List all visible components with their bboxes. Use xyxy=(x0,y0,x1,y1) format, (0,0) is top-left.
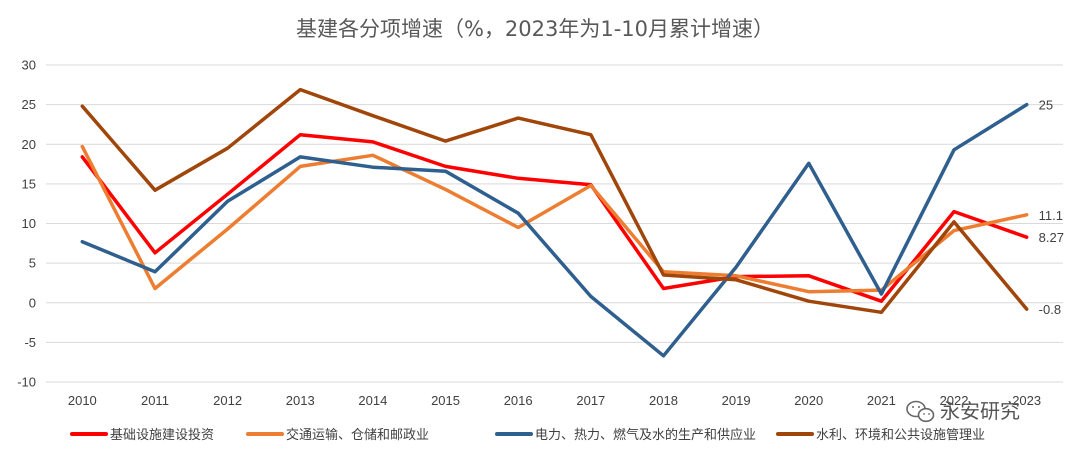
series-line-1 xyxy=(80,132,1029,303)
legend-entry: 水利、环境和公共设施管理业 xyxy=(816,428,985,443)
x-tick-label: 2017 xyxy=(576,393,605,408)
legend-entry: 电力、热力、燃气及水的生产和供应业 xyxy=(535,427,756,443)
watermark-text: 永安研究 xyxy=(940,399,1020,423)
y-tick-label: 20 xyxy=(22,137,36,152)
y-tick-label: -5 xyxy=(24,335,36,350)
y-tick-label: 10 xyxy=(22,216,36,231)
end-labels: 8.27 11.1 25 -0.8 xyxy=(1039,98,1064,317)
y-tick-label: 15 xyxy=(22,176,36,191)
series-lines xyxy=(80,87,1029,358)
x-tick-label: 2010 xyxy=(68,393,97,408)
legend-entry: 基础设施建设投资 xyxy=(110,427,214,443)
x-tick-label: 2014 xyxy=(358,393,387,408)
y-tick-label: -10 xyxy=(17,375,36,390)
series-line-2 xyxy=(80,144,1029,294)
x-axis-ticks: 2010 2011 2012 2013 2014 2015 2016 2017 2018 2019… xyxy=(68,393,1041,408)
x-tick-label: 2012 xyxy=(213,393,242,408)
x-tick-label: 2016 xyxy=(504,393,533,408)
y-tick-label: 30 xyxy=(22,58,36,73)
x-tick-label: 2011 xyxy=(141,393,169,408)
x-tick-label: 2018 xyxy=(649,393,678,408)
end-data-label: -0.8 xyxy=(1039,302,1061,317)
x-tick-label: 2013 xyxy=(286,393,315,408)
series-line-4 xyxy=(80,87,1029,315)
end-data-label: 11.1 xyxy=(1039,208,1063,223)
end-data-label: 8.27 xyxy=(1039,230,1064,245)
watermark: 永安研究 xyxy=(906,399,1020,423)
grid-lines xyxy=(46,64,1063,383)
y-tick-label: 0 xyxy=(29,295,36,310)
y-tick-label: 25 xyxy=(22,97,36,112)
y-axis-ticks: -10 -5 0 5 10 15 20 25 30 xyxy=(17,58,36,390)
x-tick-label: 2020 xyxy=(794,393,823,408)
end-data-label: 25 xyxy=(1039,98,1053,113)
y-tick-label: 5 xyxy=(29,256,36,271)
x-tick-label: 2021 xyxy=(867,393,896,408)
legend-entry: 交通运输、仓储和邮政业 xyxy=(286,427,429,443)
series-line-3 xyxy=(80,102,1029,358)
wechat-icon xyxy=(906,400,935,423)
x-tick-label: 2022 xyxy=(940,393,969,408)
legend: 基础设施建设投资 交通运输、仓储和邮政业 电力、热力、燃气及水的生产和供应业 水利、环… xyxy=(70,427,985,443)
chart-title: 基建各分项增速（%，2023年为1-10月累计增速） xyxy=(296,17,774,41)
x-tick-label: 2015 xyxy=(431,393,460,408)
x-tick-label: 2023 xyxy=(1012,393,1041,408)
x-tick-label: 2019 xyxy=(722,393,751,408)
